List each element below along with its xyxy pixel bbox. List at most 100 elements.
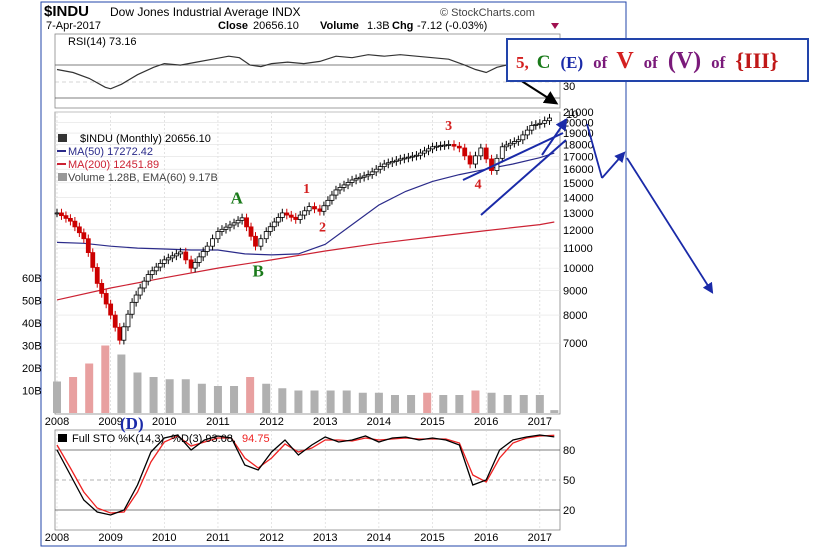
price-candle [177, 251, 183, 255]
price-candle [85, 238, 91, 253]
volume-tick-label: 50B [22, 296, 42, 308]
x-axis-label: 2011 [206, 532, 230, 544]
volume-bar [85, 363, 94, 413]
price-candle [235, 219, 241, 224]
price-candle [333, 189, 339, 196]
callout-part-c: C [537, 52, 551, 73]
volume-layer [53, 345, 559, 413]
price-candle [524, 129, 530, 136]
volume-bar [455, 395, 464, 413]
price-tick-label: 19000 [563, 128, 594, 140]
price-candle [223, 226, 229, 230]
price-candle [244, 217, 249, 228]
price-candle [54, 212, 60, 215]
price-candle [173, 253, 179, 257]
price-candle [279, 212, 285, 218]
price-candle [149, 270, 155, 275]
x-axis-bottom: 2008 2009 2010 2011 2012 2013 2014 2015 2016 2017 [45, 532, 552, 544]
header-volume-label: Volume [320, 20, 359, 32]
price-candle [473, 155, 478, 165]
x-axis-label: 2012 [259, 532, 283, 544]
x-axis-label: 2014 [367, 532, 391, 544]
channel-upper-line [462, 132, 564, 181]
price-candle [200, 251, 206, 258]
volume-legend: Volume 1.28B, EMA(60) 9.17B [68, 172, 218, 184]
price-candle [239, 217, 245, 221]
price-candle [94, 267, 100, 284]
price-tick-label: 7000 [563, 338, 587, 350]
price-candle [90, 252, 96, 268]
sto-ticks: 80 50 20 [563, 445, 575, 517]
header-close-value: 20656.10 [253, 20, 299, 32]
callout-part-of-3: of [711, 53, 726, 72]
volume-bar [197, 383, 206, 413]
x-axis-label: 2009 [98, 532, 122, 544]
wave-label-a: A [231, 188, 244, 207]
price-tick-label: 20000 [563, 117, 594, 129]
callout-text: 5, C (E) of V of (V) of {III} [516, 48, 778, 74]
price-candle [537, 122, 543, 125]
wave-label-b: B [253, 262, 264, 281]
price-candle [349, 179, 355, 183]
price-tick-label: 9000 [563, 285, 587, 297]
volume-bar [181, 379, 190, 413]
volume-bar [230, 386, 239, 413]
price-candle [312, 206, 317, 210]
price-candle [125, 313, 131, 328]
price-candle [145, 274, 151, 282]
volume-bar [471, 390, 480, 413]
x-axis-label: 2008 [45, 532, 69, 544]
callout-pointer-arrow [519, 79, 559, 105]
price-candle [137, 287, 143, 296]
price-candle [317, 208, 323, 212]
price-candle [68, 217, 73, 222]
volume-bar [294, 390, 303, 413]
price-candle [215, 231, 221, 240]
volume-bar [117, 354, 126, 413]
callout-part-v: V [616, 48, 634, 74]
callout-part-iii: {III} [735, 48, 778, 73]
volume-bar [149, 377, 158, 413]
volume-bar [310, 390, 319, 413]
price-candle [227, 224, 233, 228]
volume-bar [519, 395, 528, 413]
x-axis-label: 2011 [206, 416, 230, 428]
volume-bar [69, 377, 78, 413]
price-candle [397, 158, 403, 161]
price-candle [258, 238, 264, 247]
sto-title: Full STO %K(14,3) %D(3) 93.08, 94.75 [72, 433, 270, 445]
price-candle [108, 303, 114, 316]
price-candle [442, 144, 448, 147]
volume-bar [101, 345, 110, 413]
rsi-title: RSI(14) 73.16 [68, 36, 136, 48]
price-candle [385, 162, 391, 165]
price-candle [503, 144, 509, 148]
volume-bar [246, 377, 255, 413]
price-tick-label: 17000 [563, 151, 594, 163]
volume-bar [342, 390, 351, 413]
price-candle [511, 141, 517, 144]
price-candle [325, 199, 331, 207]
price-candle [547, 117, 552, 122]
chg-down-triangle-icon [551, 23, 559, 29]
forecast-up-line [601, 151, 626, 179]
price-candle [183, 251, 189, 261]
wave-label-3: 3 [445, 119, 452, 134]
volume-bar [423, 392, 432, 413]
price-candle [63, 215, 69, 219]
price-candle [434, 145, 439, 148]
volume-bar [407, 395, 416, 413]
chart-frame [40, 1, 627, 547]
price-candle [188, 259, 194, 269]
rsi-layer [56, 53, 555, 90]
price-candle [81, 232, 87, 240]
price-candle [337, 187, 343, 191]
x-axis-label: 2017 [528, 532, 552, 544]
volume-bar [262, 383, 271, 413]
ma50-legend: MA(50) 17272.42 [68, 146, 153, 158]
price-candle [196, 256, 202, 263]
header-chg-value: -7.12 (-0.03%) [417, 20, 487, 32]
x-axis-label: 2016 [474, 532, 498, 544]
